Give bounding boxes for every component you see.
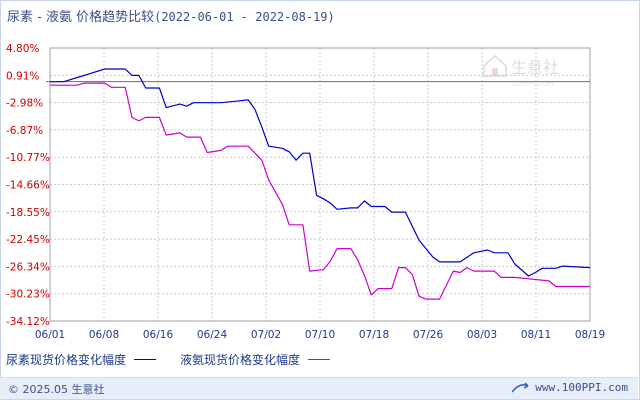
chart-title-range: (2022-06-01 - 2022-08-19) [154, 10, 335, 24]
legend-item-ammonia-swatch [308, 359, 331, 360]
y-tick-label: 4.80% [6, 43, 39, 55]
house-logo-icon [483, 54, 507, 77]
x-tick-label: 06/24 [197, 329, 228, 341]
x-tick-label: 06/08 [89, 329, 119, 341]
chart-title: 尿素 - 液氨 价格趋势比较(2022-06-01 - 2022-08-19) [7, 6, 335, 25]
series-line-ammonia [50, 82, 590, 300]
x-tick-label: 07/18 [359, 329, 389, 341]
watermark-subtext: 100PPI.COM [511, 80, 554, 88]
x-tick-label: 07/02 [251, 329, 281, 341]
y-tick-label: -26.34% [6, 261, 50, 273]
x-tick-label: 07/10 [305, 329, 335, 341]
chart-title-main: 尿素 - 液氨 价格趋势比较 [7, 10, 155, 25]
series-line-urea [50, 68, 591, 277]
arrow-icon [512, 382, 529, 393]
watermark: 生意社 100PPI.COM [483, 54, 559, 88]
footer-link[interactable]: www.100PPI.com [535, 381, 628, 394]
y-tick-label: 0.91% [6, 70, 39, 82]
y-tick-label: -30.23% [6, 289, 50, 301]
y-tick-label: -10.77% [6, 152, 50, 164]
y-tick-label: -6.87% [6, 125, 43, 137]
series-lines [50, 68, 591, 300]
y-tick-label: -22.45% [6, 234, 50, 246]
y-tick-label: -34.12% [6, 316, 50, 328]
x-tick-label: 06/16 [143, 329, 174, 341]
y-axis: 4.80% 0.91% -2.98% -6.87% -10.77% -14.66% -18.… [6, 43, 50, 328]
x-axis: 06/01 06/08 06/16 06/24 07/02 07/10 07/18 07/26… [35, 329, 605, 341]
plot-border [49, 47, 591, 322]
x-tick-label: 07/26 [413, 329, 444, 341]
footer-copyright: © 2025.05 生意社 [8, 383, 105, 396]
watermark-text: 生意社 [511, 58, 559, 77]
y-tick-label: -2.98% [6, 98, 43, 110]
house-logo-door-icon [492, 68, 498, 76]
legend-item-ammonia-label: 液氨现货价格变化幅度 [180, 353, 301, 367]
grid [46, 47, 591, 322]
x-tick-label: 08/19 [575, 329, 605, 341]
legend-item-urea-label: 尿素现货价格变化幅度 [6, 353, 127, 367]
legend-item-urea-swatch [134, 359, 157, 360]
y-tick-label: -18.55% [6, 207, 50, 219]
x-tick-label: 06/01 [35, 329, 65, 341]
x-tick-label: 08/11 [521, 329, 551, 341]
footer: © 2025.05 生意社 www.100PPI.com [0, 377, 638, 399]
legend: 尿素现货价格变化幅度 液氨现货价格变化幅度 [6, 351, 340, 368]
y-tick-label: -14.66% [6, 180, 50, 192]
x-tick-label: 08/03 [467, 329, 497, 341]
